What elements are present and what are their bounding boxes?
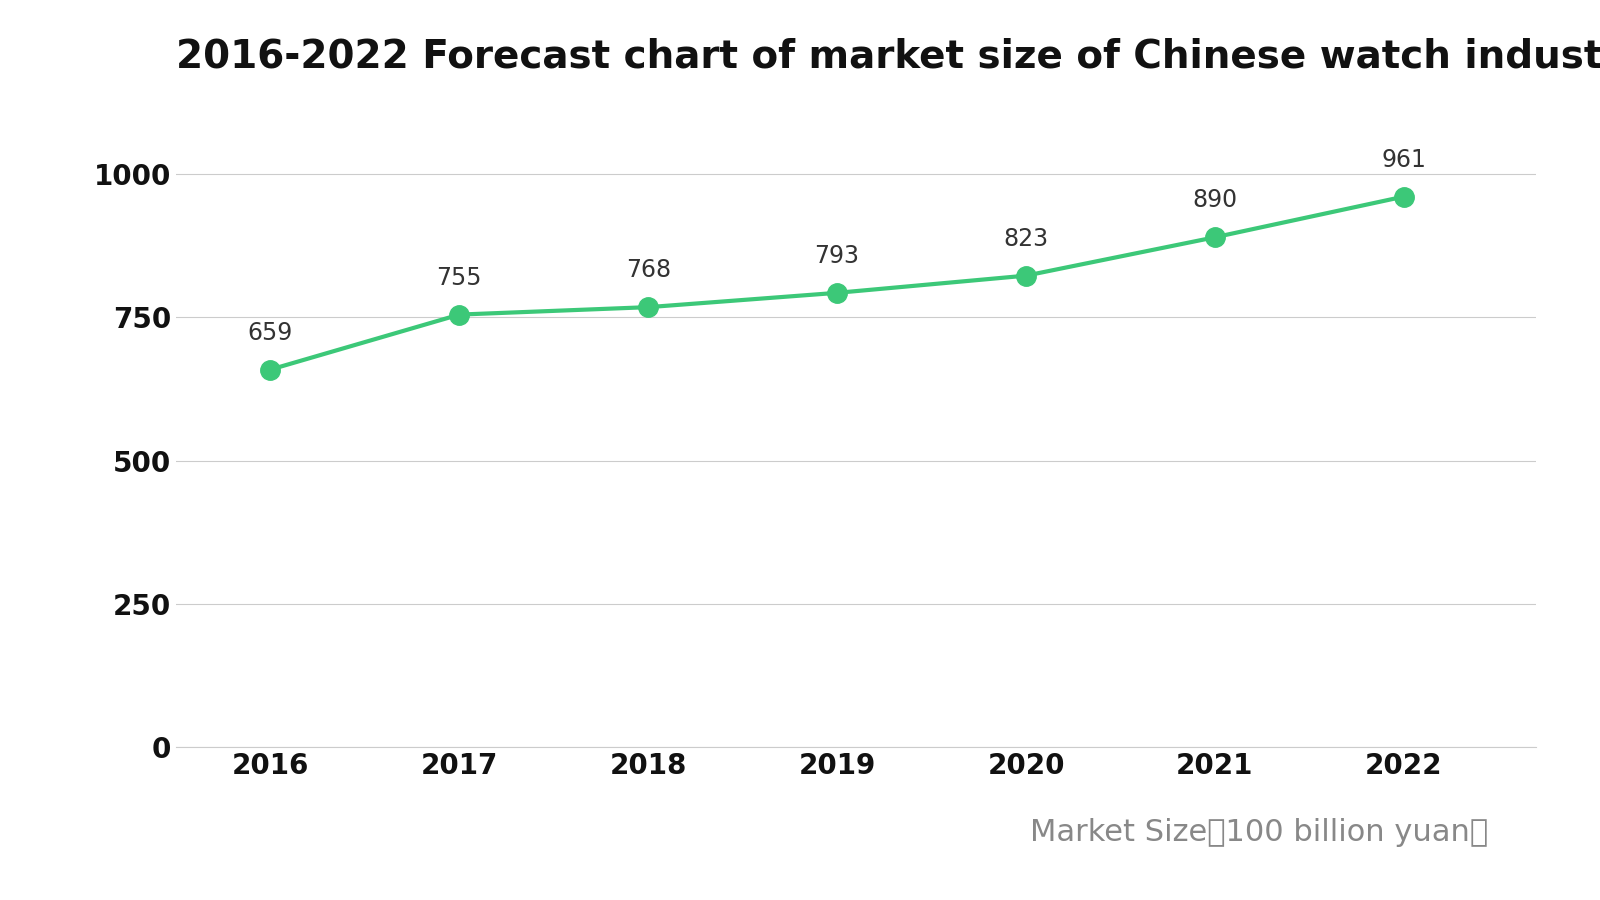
Text: 890: 890 (1192, 188, 1237, 212)
Text: 823: 823 (1003, 227, 1048, 250)
Text: 755: 755 (437, 266, 482, 290)
Text: 659: 659 (248, 320, 293, 345)
Text: Market Size（100 billion yuan）: Market Size（100 billion yuan） (1030, 818, 1488, 847)
Text: 793: 793 (814, 244, 859, 268)
Text: 768: 768 (626, 258, 670, 282)
Text: 961: 961 (1381, 148, 1426, 172)
Text: 2016-2022 Forecast chart of market size of Chinese watch industry: 2016-2022 Forecast chart of market size … (176, 39, 1600, 76)
